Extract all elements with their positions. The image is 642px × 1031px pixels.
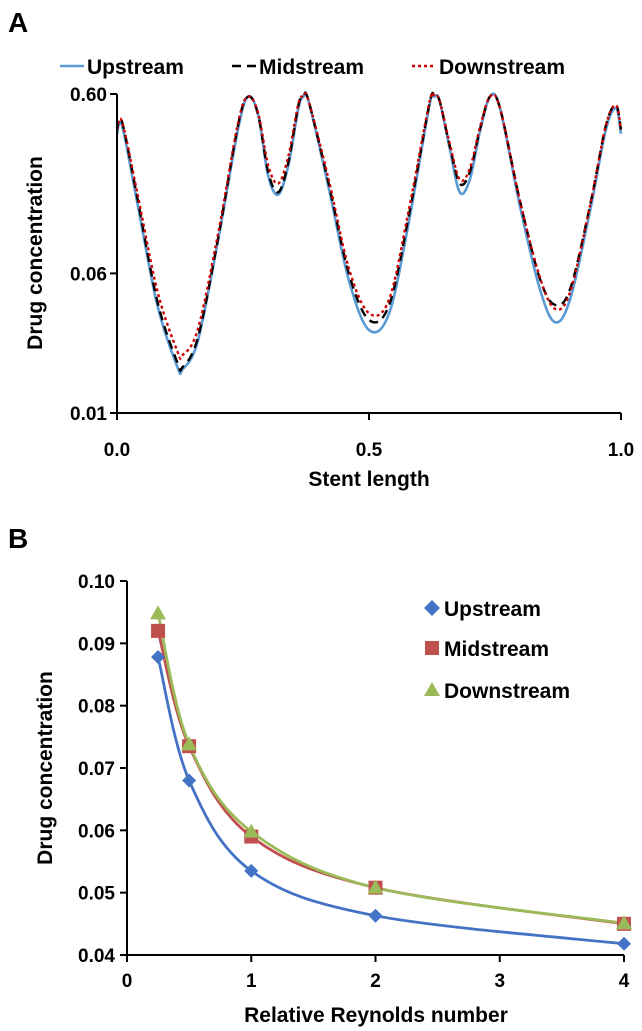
data-point-downstream	[150, 605, 167, 620]
legend-label-upstream: Upstream	[87, 56, 184, 79]
y-tick-label: 0.06	[78, 821, 115, 842]
panel-b-x-ticks: 0 1 2 3 4	[122, 955, 630, 992]
y-tick-label: 0.07	[78, 759, 115, 780]
panel-a-series	[115, 91, 623, 376]
series-line-downstream	[115, 91, 623, 360]
series-line-midstream	[115, 91, 623, 372]
y-tick-label: 0.06	[70, 264, 107, 285]
x-tick-label: 0	[122, 971, 133, 992]
panel-a-label: A	[8, 7, 28, 38]
panel-a-legend: Upstream Midstream Downstream	[60, 56, 565, 79]
series-line-upstream	[115, 91, 623, 376]
data-point-downstream	[243, 823, 260, 838]
data-point-midstream	[151, 623, 166, 638]
x-tick-label: 2	[370, 971, 381, 992]
x-tick-label: 4	[619, 971, 630, 992]
x-tick-label: 3	[494, 971, 505, 992]
data-point-upstream	[244, 863, 259, 878]
x-tick-label: 0.5	[356, 440, 383, 461]
panel-a-y-ticks: 0.01 0.06 0.60	[70, 85, 117, 425]
legend-label-upstream: Upstream	[444, 598, 541, 621]
data-point-downstream	[616, 915, 632, 930]
data-point-upstream	[617, 936, 631, 951]
panel-b-series	[150, 605, 632, 951]
legend-label-midstream: Midstream	[259, 56, 364, 79]
y-tick-label: 0.09	[78, 634, 115, 655]
panel-b-y-axis-title: Drug concentration	[34, 671, 57, 865]
legend-label-downstream: Downstream	[439, 56, 565, 79]
y-tick-label: 0.01	[70, 404, 107, 425]
data-point-upstream	[368, 908, 383, 923]
y-tick-label: 0.10	[78, 572, 115, 593]
data-point-upstream	[151, 650, 166, 665]
y-tick-label: 0.60	[70, 85, 107, 106]
series-line-upstream	[156, 656, 625, 946]
legend-swatch-downstream	[424, 682, 440, 696]
data-point-downstream	[367, 879, 384, 894]
panel-a-x-ticks: 0.0 0.5 1.0	[104, 413, 634, 461]
panel-b-label: B	[8, 523, 28, 554]
panel-b-x-axis-title: Relative Reynolds number	[244, 1004, 508, 1027]
legend-swatch-upstream	[424, 600, 440, 616]
data-point-downstream	[181, 736, 198, 751]
panel-a-y-axis-title: Drug concentration	[24, 156, 47, 350]
x-tick-label: 1	[246, 971, 257, 992]
legend-swatch-midstream	[425, 641, 439, 655]
y-tick-label: 0.05	[78, 884, 115, 905]
panel-b-y-ticks: 0.04 0.05 0.06 0.07 0.08 0.09 0.10	[78, 572, 127, 967]
y-tick-label: 0.04	[78, 946, 115, 967]
panel-a-x-axis-title: Stent length	[308, 468, 429, 491]
panel-b-legend: Upstream Midstream Downstream	[424, 598, 570, 703]
legend-label-downstream: Downstream	[444, 680, 570, 703]
x-tick-label: 1.0	[608, 440, 634, 461]
legend-label-midstream: Midstream	[444, 638, 549, 661]
series-line-downstream	[156, 613, 625, 925]
data-point-upstream	[182, 773, 197, 788]
x-tick-label: 0.0	[104, 440, 130, 461]
y-tick-label: 0.08	[78, 697, 115, 718]
panel-a: A Upstream Midstream Downstream 0.010.060.…	[8, 7, 634, 491]
series-line-midstream	[156, 630, 625, 926]
